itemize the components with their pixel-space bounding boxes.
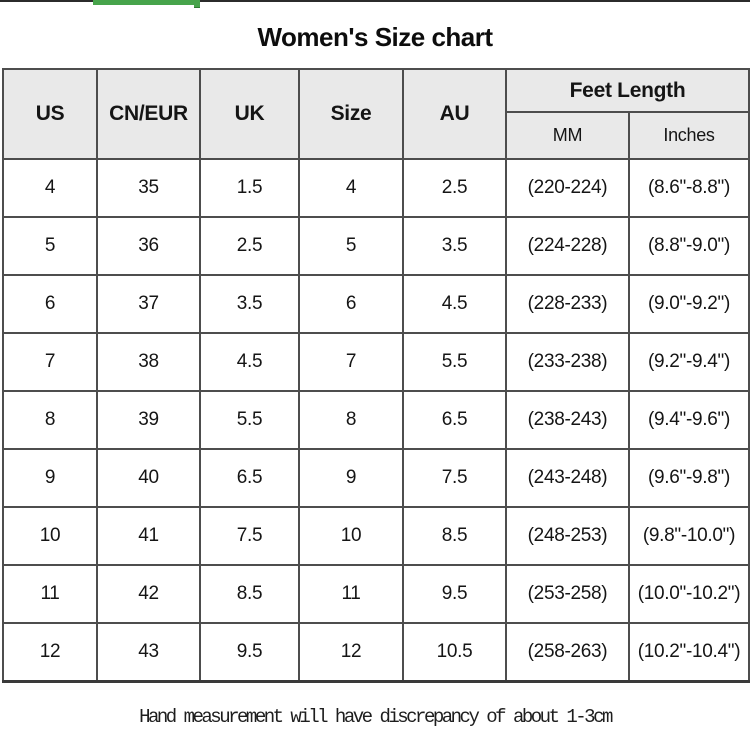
size-cell: 4.5	[199, 332, 300, 392]
table-row: 11 42 8.5 11 9.5 (253-258) (10.0"-10.2")	[2, 564, 750, 624]
size-chart-table: US CN/EUR UK Size AU Feet Length MM Inch…	[2, 68, 750, 683]
column-header-feet-length: Feet Length	[504, 68, 750, 113]
size-cell: 7	[2, 332, 98, 392]
size-cell: (220-224)	[505, 158, 630, 218]
size-cell: 11	[298, 564, 404, 624]
table-row: 10 41 7.5 10 8.5 (248-253) (9.8"-10.0")	[2, 506, 750, 566]
size-cell: 3.5	[199, 274, 300, 334]
size-cell: 2.5	[199, 216, 300, 276]
size-cell: 36	[96, 216, 201, 276]
footer-note: Hand measurement will have discrepancy o…	[139, 705, 613, 728]
column-header-size: Size	[298, 68, 404, 160]
size-cell: 1.5	[199, 158, 300, 218]
table-row: 5 36 2.5 5 3.5 (224-228) (8.8"-9.0")	[2, 216, 750, 276]
table-row: 8 39 5.5 8 6.5 (238-243) (9.4"-9.6")	[2, 390, 750, 450]
size-cell: 6	[2, 274, 98, 334]
size-cell: 10	[298, 506, 404, 566]
size-cell: 7.5	[199, 506, 300, 566]
table-row: 9 40 6.5 9 7.5 (243-248) (9.6"-9.8")	[2, 448, 750, 508]
table-row: 6 37 3.5 6 4.5 (228-233) (9.0"-9.2")	[2, 274, 750, 334]
size-cell: (9.2"-9.4")	[627, 332, 750, 392]
size-cell: 7.5	[402, 448, 507, 508]
size-cell: 4	[2, 158, 98, 218]
size-cell: 10	[2, 506, 98, 566]
size-cell: 5	[2, 216, 98, 276]
size-cell: 4	[298, 158, 404, 218]
size-cell: 8	[298, 390, 404, 450]
size-cell: 8	[2, 390, 98, 450]
column-header-mm: MM	[505, 111, 630, 160]
header-row-main: US CN/EUR UK Size AU Feet Length	[2, 68, 750, 160]
size-cell: (8.8"-9.0")	[627, 216, 750, 276]
size-cell: 5	[298, 216, 404, 276]
top-hairline	[0, 0, 750, 2]
size-cell: 38	[96, 332, 201, 392]
size-cell: 11	[2, 564, 98, 624]
table-row: 12 43 9.5 12 10.5 (258-263) (10.2"-10.4")	[2, 622, 750, 682]
size-cell: 9.5	[199, 622, 300, 682]
size-cell: 6.5	[199, 448, 300, 508]
size-cell: (228-233)	[505, 274, 630, 334]
size-cell: 40	[96, 448, 201, 508]
size-cell: (8.6"-8.8")	[627, 158, 750, 218]
size-table-body: 4 35 1.5 4 2.5 (220-224) (8.6"-8.8") 5 36 2.5 5 3.5…	[2, 158, 750, 682]
column-header-au: AU	[402, 68, 507, 160]
column-header-uk: UK	[199, 68, 300, 160]
size-cell: (238-243)	[505, 390, 630, 450]
size-cell: 7	[298, 332, 404, 392]
page-title: Women's Size chart	[257, 22, 493, 52]
size-cell: (224-228)	[505, 216, 630, 276]
size-cell: (9.8"-10.0")	[627, 506, 750, 566]
size-cell: 9.5	[402, 564, 507, 624]
size-cell: (233-238)	[505, 332, 630, 392]
size-cell: (9.6"-9.8")	[627, 448, 750, 508]
size-cell: 43	[96, 622, 201, 682]
size-cell: 12	[298, 622, 404, 682]
table-row: 4 35 1.5 4 2.5 (220-224) (8.6"-8.8")	[2, 158, 750, 218]
header-row-sub: MM Inches	[3, 111, 750, 160]
size-cell: (9.0"-9.2")	[627, 274, 750, 334]
size-cell: 9	[2, 448, 98, 508]
size-cell: 41	[96, 506, 201, 566]
size-cell: (258-263)	[505, 622, 630, 682]
column-header-inches: Inches	[627, 111, 750, 160]
size-cell: 4.5	[402, 274, 507, 334]
size-cell: 10.5	[402, 622, 507, 682]
size-cell: 3.5	[402, 216, 507, 276]
size-cell: (9.4"-9.6")	[627, 390, 750, 450]
progress-bar-handle	[194, 0, 200, 8]
size-cell: (248-253)	[505, 506, 630, 566]
size-cell: 37	[96, 274, 201, 334]
size-cell: (253-258)	[505, 564, 630, 624]
size-cell: (243-248)	[505, 448, 630, 508]
size-cell: 5.5	[199, 390, 300, 450]
size-cell: 2.5	[402, 158, 507, 218]
size-cell: 8.5	[402, 506, 507, 566]
size-cell: 6.5	[402, 390, 507, 450]
size-cell: 12	[2, 622, 98, 682]
size-cell: 9	[298, 448, 404, 508]
size-cell: 5.5	[402, 332, 507, 392]
progress-bar	[93, 0, 200, 8]
size-cell: 35	[96, 158, 201, 218]
size-cell: 42	[96, 564, 201, 624]
size-chart-header: US CN/EUR UK Size AU Feet Length MM Inch…	[2, 68, 750, 160]
size-cell: (10.0"-10.2")	[627, 564, 750, 624]
size-cell: 39	[96, 390, 201, 450]
size-cell: 8.5	[199, 564, 300, 624]
table-row: 7 38 4.5 7 5.5 (233-238) (9.2"-9.4")	[2, 332, 750, 392]
size-cell: 6	[298, 274, 404, 334]
column-header-cn-eur: CN/EUR	[96, 68, 201, 160]
size-cell: (10.2"-10.4")	[627, 622, 750, 682]
column-header-us: US	[2, 68, 98, 160]
